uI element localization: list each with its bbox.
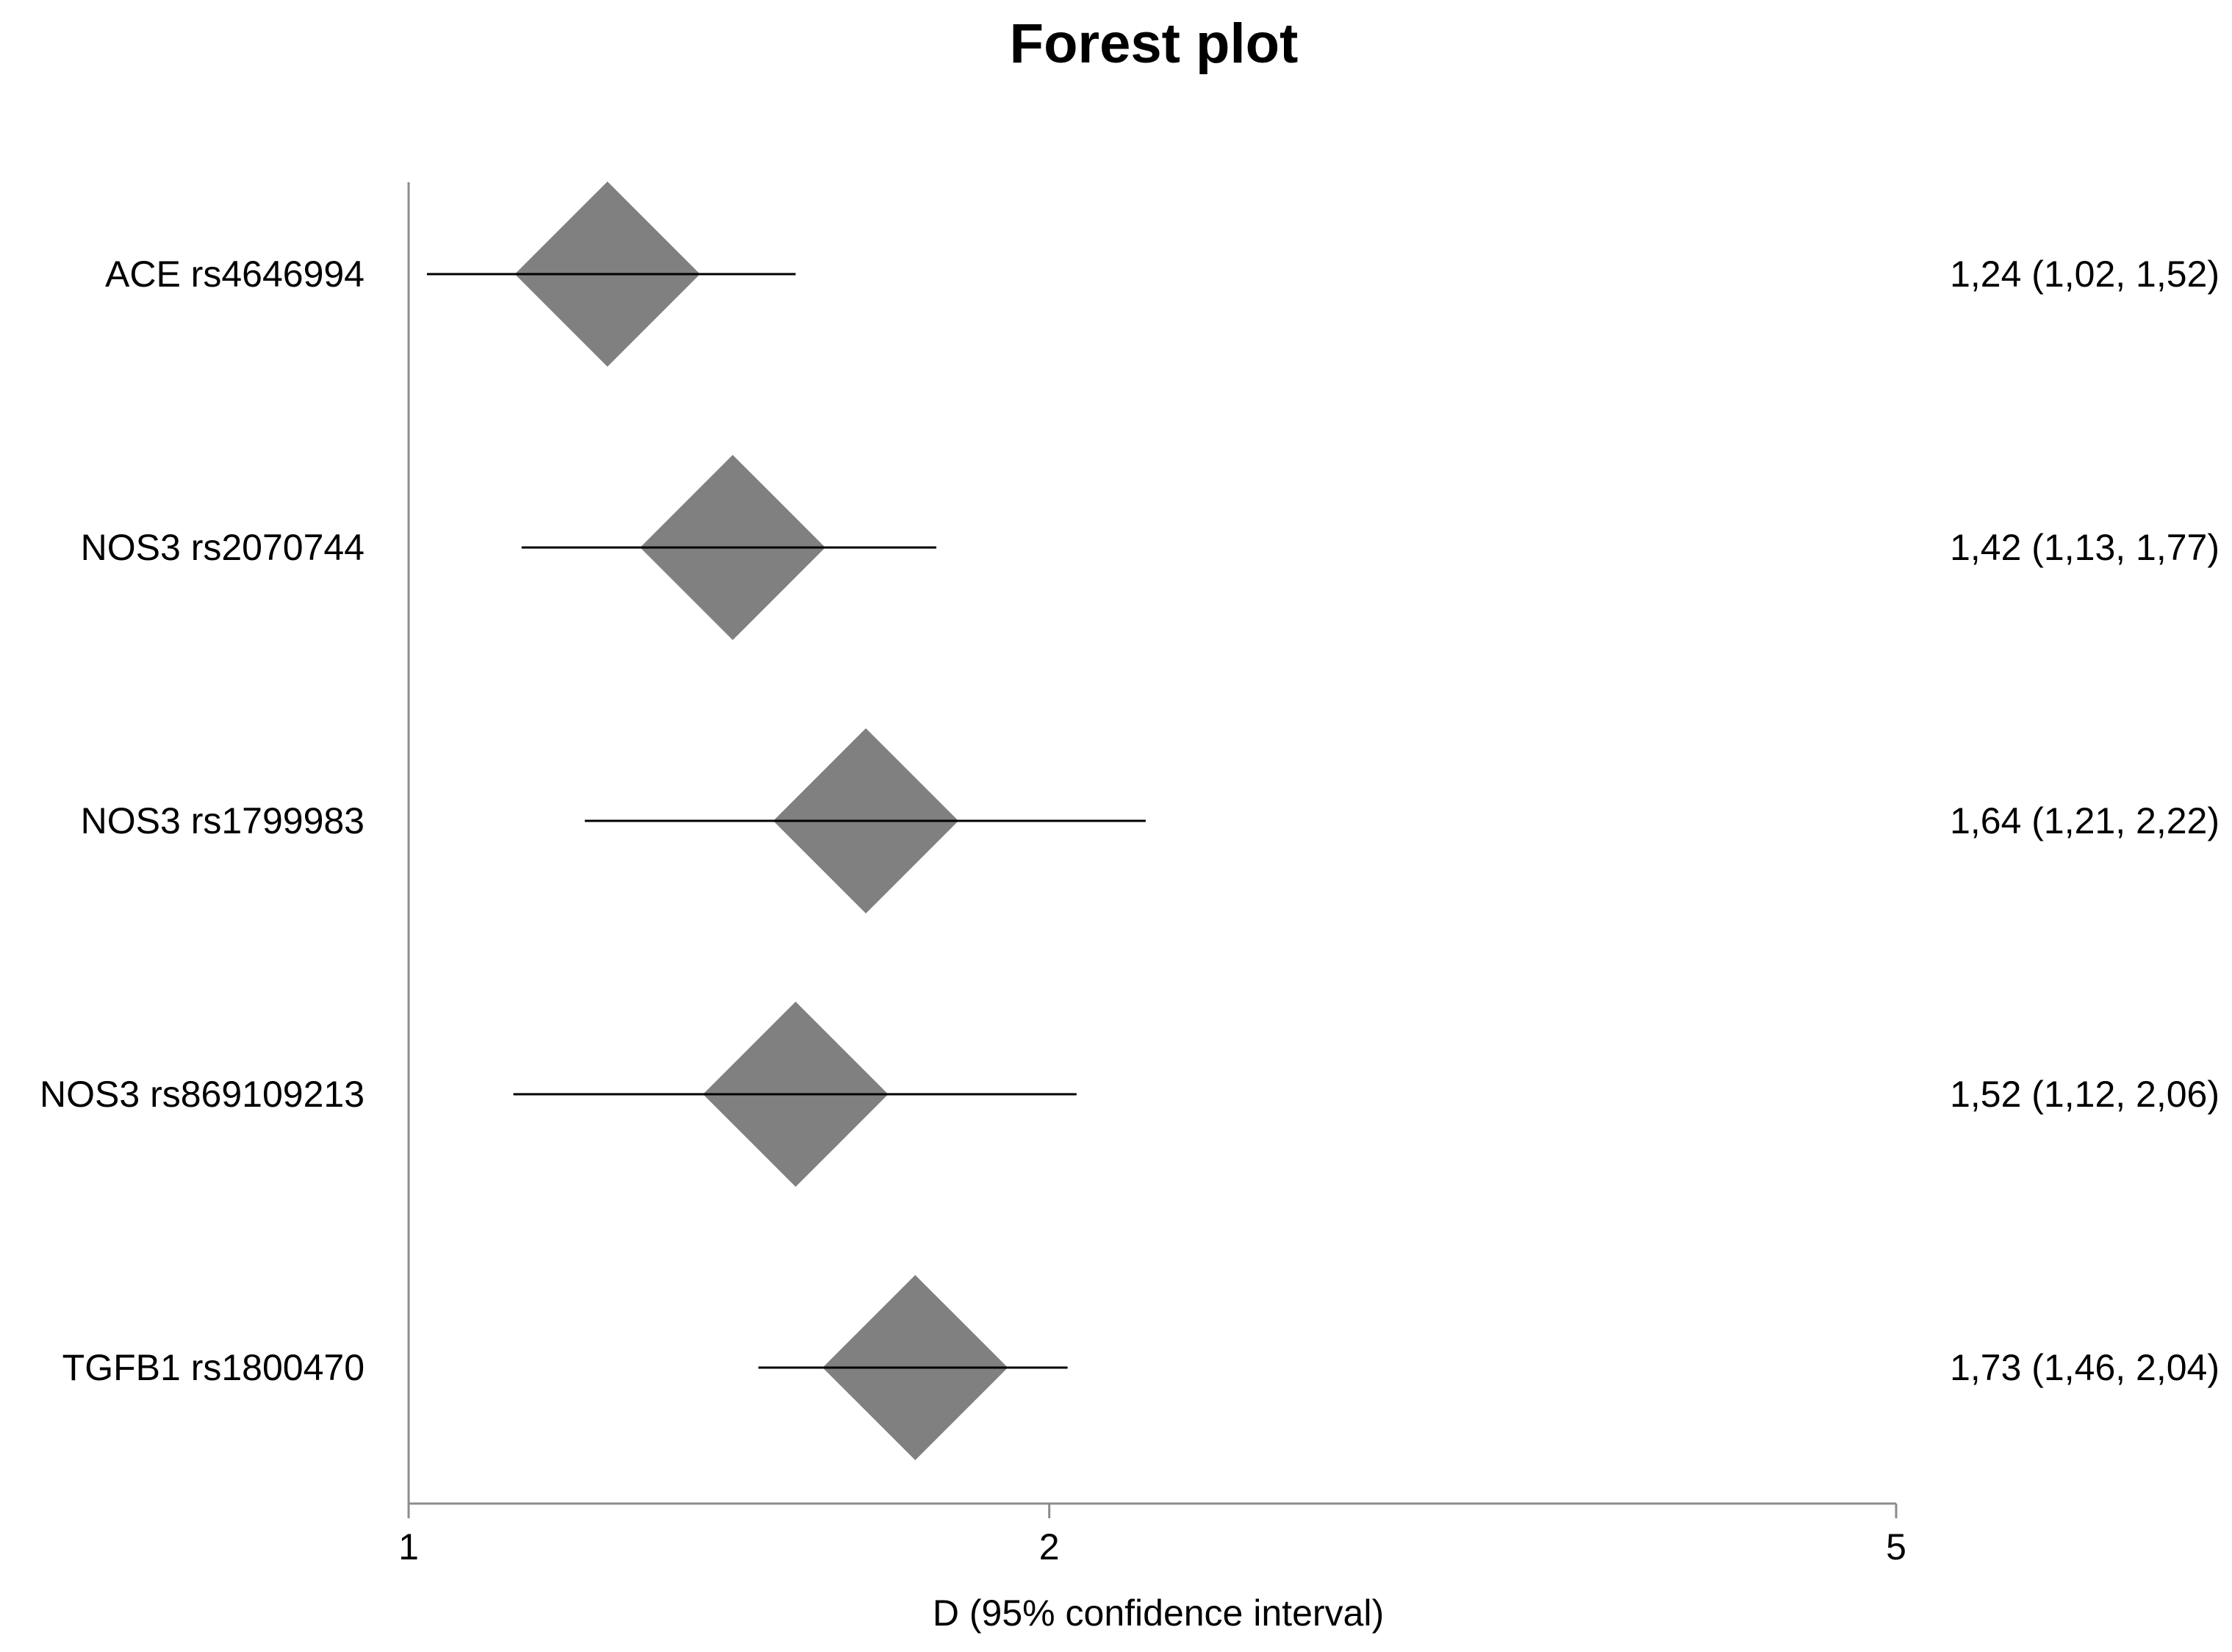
row-label: NOS3 rs869109213: [40, 1074, 365, 1115]
axes: 1 2 5: [398, 182, 1906, 1567]
x-tick-label: 5: [1886, 1526, 1906, 1567]
row-value-text: 1,42 (1,13, 1,77): [1950, 527, 2220, 568]
forest-row: TGFB1 rs1800470 1,73 (1,46, 2,04): [62, 1275, 2220, 1460]
forest-row: NOS3 rs2070744 1,42 (1,13, 1,77): [81, 455, 2220, 640]
forest-row: ACE rs4646994 1,24 (1,02, 1,52): [105, 182, 2220, 367]
x-axis-label: D (95% confidence interval): [933, 1592, 1384, 1634]
row-value-text: 1,64 (1,21, 2,22): [1950, 800, 2220, 841]
x-tick-label: 1: [398, 1526, 419, 1567]
x-tick-label: 2: [1039, 1526, 1060, 1567]
row-value-text: 1,52 (1,12, 2,06): [1950, 1074, 2220, 1115]
chart-title: Forest plot: [1009, 12, 1299, 75]
row-label: TGFB1 rs1800470: [62, 1347, 365, 1388]
forest-row: NOS3 rs869109213 1,52 (1,12, 2,06): [40, 1002, 2220, 1187]
forest-row: NOS3 rs1799983 1,64 (1,21, 2,22): [81, 728, 2220, 913]
row-label: NOS3 rs2070744: [81, 527, 365, 568]
row-label: NOS3 rs1799983: [81, 800, 365, 841]
forest-rows: ACE rs4646994 1,24 (1,02, 1,52) NOS3 rs207…: [40, 182, 2220, 1460]
row-value-text: 1,24 (1,02, 1,52): [1950, 254, 2220, 295]
row-value-text: 1,73 (1,46, 2,04): [1950, 1347, 2220, 1388]
row-label: ACE rs4646994: [105, 254, 365, 295]
